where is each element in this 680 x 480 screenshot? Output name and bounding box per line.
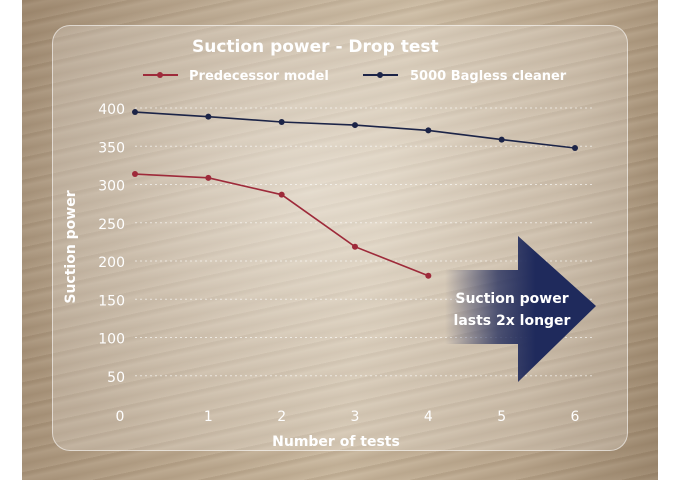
y-axis-ticks: 400 350 300 250 200 150 100 50 [98, 102, 125, 386]
y-tick-label: 200 [98, 255, 125, 271]
x-axis-ticks: 0 1 2 3 4 5 6 [116, 409, 580, 425]
data-series [132, 109, 578, 279]
legend: Predecessor model 5000 Bagless cleaner [143, 69, 567, 84]
data-point-series-0 [278, 191, 285, 198]
data-point-series-0 [352, 243, 358, 250]
data-point-series-1 [498, 136, 505, 143]
y-tick-label: 100 [98, 332, 125, 348]
data-point-series-1 [132, 109, 138, 116]
data-point-series-1 [205, 113, 212, 120]
y-tick-label: 250 [98, 217, 125, 233]
legend-label-predecessor: Predecessor model [189, 69, 329, 84]
x-tick-label: 3 [351, 409, 360, 425]
legend-label-bagless: 5000 Bagless cleaner [410, 69, 567, 84]
data-point-series-1 [572, 145, 578, 152]
legend-item-bagless: 5000 Bagless cleaner [363, 69, 567, 84]
chart-panel [52, 25, 628, 451]
x-tick-label: 4 [424, 409, 433, 425]
data-point-series-0 [205, 174, 212, 181]
y-tick-label: 400 [98, 102, 125, 118]
data-point-series-0 [132, 171, 138, 178]
x-tick-label: 1 [204, 409, 213, 425]
data-point-series-1 [278, 119, 285, 126]
x-tick-label: 0 [116, 409, 125, 425]
data-point-series-1 [352, 122, 358, 129]
legend-marker-predecessor [157, 72, 163, 78]
wood-background [22, 0, 658, 480]
callout-text-line-1: Suction power [455, 291, 568, 307]
callout-arrow: Suction power lasts 2x longer [445, 236, 596, 382]
data-point-series-0 [425, 272, 432, 279]
legend-marker-bagless [377, 72, 383, 78]
y-tick-label: 300 [98, 179, 125, 195]
x-tick-label: 6 [571, 409, 580, 425]
callout-arrow-shape [445, 236, 596, 382]
y-tick-label: 350 [98, 140, 125, 156]
chart-title: Suction power - Drop test [192, 37, 439, 57]
gridlines [135, 107, 594, 377]
y-tick-label: 50 [107, 370, 125, 386]
series-line-1 [134, 111, 576, 149]
y-axis-label: Suction power [63, 190, 79, 303]
legend-item-predecessor: Predecessor model [143, 69, 329, 84]
data-point-series-1 [425, 127, 432, 134]
x-tick-label: 2 [277, 409, 286, 425]
y-tick-label: 150 [98, 293, 125, 309]
x-axis-label: Number of tests [272, 434, 400, 450]
callout-text-line-2: lasts 2x longer [454, 313, 571, 329]
x-tick-label: 5 [497, 409, 506, 425]
